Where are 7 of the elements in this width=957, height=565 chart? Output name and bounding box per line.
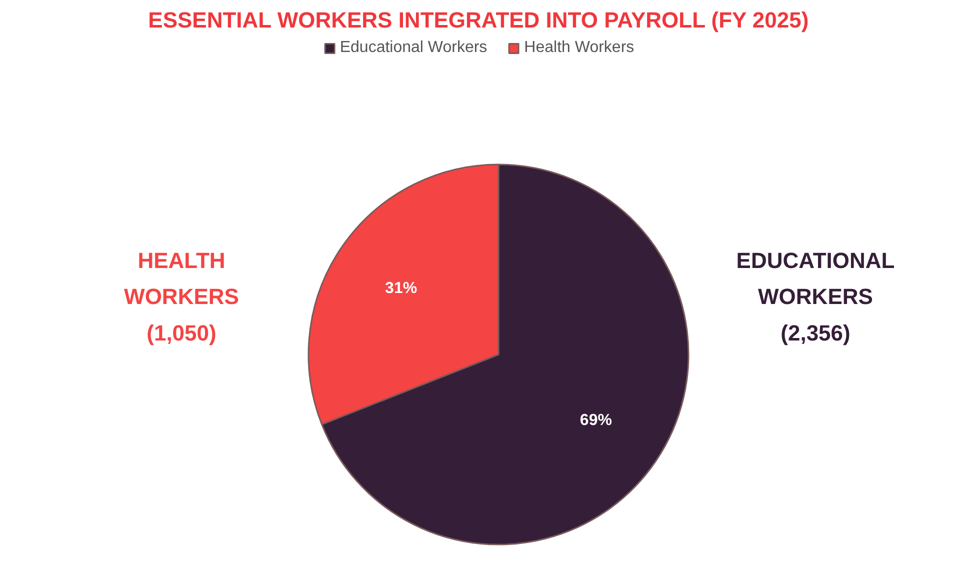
data-label: 31%	[385, 280, 418, 297]
legend-label: Health Workers	[524, 39, 634, 57]
text: EDUCATIONAL WORKERS (2,356)	[736, 248, 895, 346]
chart-title: ESSENTIAL WORKERS INTEGRATED INTO PAYROLL (FY 2025)	[148, 8, 809, 32]
text: HEALTH WORKERS (1,050)	[124, 248, 239, 346]
legend-label: Educational Workers	[340, 39, 488, 57]
data-label: 69%	[580, 412, 612, 430]
